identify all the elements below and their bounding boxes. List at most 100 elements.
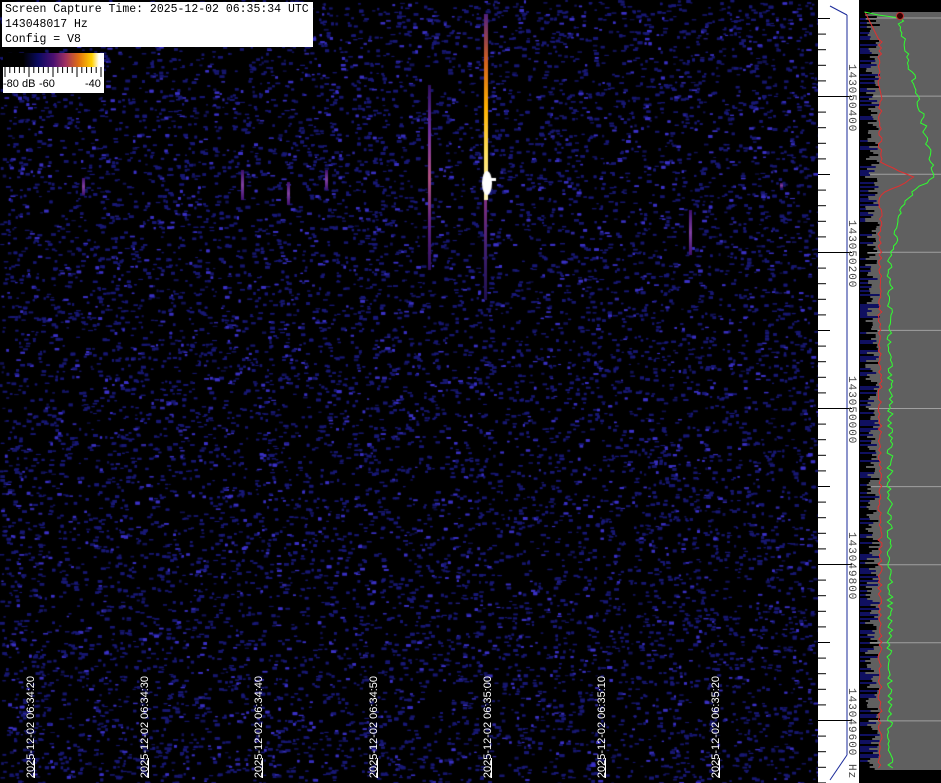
spectrum-bar [860, 272, 869, 274]
spectrum-bar [860, 392, 877, 394]
spectrum-bar [860, 480, 871, 482]
spectrum-bar [860, 738, 873, 740]
time-tick-label: 2025-12-02 06:35:10 [596, 675, 608, 778]
spectrum-bar [860, 182, 875, 184]
spectrum-bar [860, 122, 868, 124]
spectrum-bar [860, 678, 872, 680]
spectrum-bar [860, 218, 866, 220]
spectrum-bar [860, 526, 872, 528]
spectrum-bar [860, 118, 874, 120]
spectrum-bar [860, 68, 867, 70]
spectrum-bar [860, 506, 867, 508]
spectrum-bar [860, 642, 870, 644]
spectrum-bar [860, 124, 873, 126]
spectrum-bar [860, 166, 876, 168]
spectrum-bar [860, 610, 872, 612]
spectrum-bar [860, 380, 871, 382]
spectrum-bar [860, 204, 880, 206]
spectrum-bar [860, 208, 866, 210]
spectrum-bar [860, 510, 877, 512]
spectrum-bar [860, 146, 870, 148]
spectrum-bar [860, 366, 866, 368]
spectrum-bar [860, 222, 878, 224]
spectrum-bar [860, 280, 869, 282]
spectrum-bar [860, 722, 877, 724]
spectrum-bar [860, 612, 871, 614]
spectrum-bar [860, 58, 875, 60]
spectrum-bar [860, 212, 869, 214]
spectrum-bar [860, 368, 871, 370]
spectrum-bar [860, 52, 872, 54]
spectrum-bar [860, 556, 880, 558]
spectrum-bar [860, 370, 873, 372]
spectrum-bar [860, 320, 866, 322]
spectrum-bar [860, 496, 880, 498]
waterfall-spectrogram [0, 0, 818, 783]
spectrum-bar [860, 194, 876, 196]
spectrum-bar [860, 494, 876, 496]
spectrum-bar [860, 434, 873, 436]
spectrum-bar [860, 540, 880, 542]
spectrum-bar [860, 720, 869, 722]
spectrum-bar [860, 444, 877, 446]
spectrum-bar [860, 432, 869, 434]
spectrum-bar [860, 438, 876, 440]
spectrum-bar [860, 206, 866, 208]
spectrum-plot [860, 0, 941, 783]
spectrum-bar [860, 372, 877, 374]
spectrum-bar [860, 224, 880, 226]
spectrum-bar [860, 220, 866, 222]
spectrum-bar [860, 126, 877, 128]
spectrum-bar [860, 374, 868, 376]
frequency-tick-label: 143050400 [845, 64, 857, 133]
frequency-tick-label: 143049600 Hz [845, 688, 857, 780]
spectrum-bar [860, 48, 869, 50]
spectrum-bar [860, 702, 868, 704]
spectrum-bar [860, 130, 869, 132]
spectrum-bar [860, 64, 877, 66]
spectrum-bar [860, 538, 873, 540]
spectrum-bar [860, 102, 872, 104]
spectrum-bar [860, 398, 869, 400]
frequency-readout: 143048017 Hz [5, 18, 88, 31]
spectrum-bar [860, 336, 876, 338]
spectrum-bar [860, 16, 877, 18]
spectrum-bar [860, 690, 878, 692]
spectrum-bar [860, 572, 872, 574]
spectrum-bar [860, 240, 876, 242]
spectrum-bar [860, 114, 871, 116]
spectrum-bar [860, 410, 875, 412]
time-tick-label: 2025-12-02 06:34:50 [367, 675, 380, 778]
spectrum-bar [860, 308, 868, 310]
time-tick-mark [376, 758, 378, 778]
spectrum-bar [860, 764, 874, 766]
spectrum-bar [860, 98, 869, 100]
time-tick-mark [490, 758, 492, 778]
spectrum-bar [860, 596, 871, 598]
spectrum-bar [860, 66, 871, 68]
spectrum-bar [860, 662, 871, 664]
spectrum-bar [860, 388, 874, 390]
spectrum-bar [860, 750, 878, 752]
spectrum-bar [860, 50, 870, 52]
spectrum-bar [860, 578, 873, 580]
spectrum-bar [860, 568, 870, 570]
spectrum-bar [860, 418, 871, 420]
spectrum-bar [860, 700, 866, 702]
spectrum-bar [860, 248, 874, 250]
spectrum-bar [860, 162, 880, 164]
spectrum-bar [860, 528, 866, 530]
spectrum-bar [860, 24, 880, 26]
spectrum-bar [860, 460, 880, 462]
spectrum-bar [860, 210, 875, 212]
spectrum-bar [860, 346, 877, 348]
spectrum-bar [860, 404, 871, 406]
time-tick-mark [262, 758, 264, 778]
spectrum-bar [860, 508, 869, 510]
spectrum-bar [860, 184, 875, 186]
spectrum-bar [860, 646, 874, 648]
spectrum-bar [860, 178, 877, 180]
spectrum-bar [860, 762, 870, 764]
spectrum-bar [860, 552, 870, 554]
spectrum-bar [860, 176, 866, 178]
